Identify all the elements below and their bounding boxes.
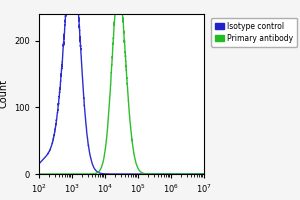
Legend: Isotype control, Primary antibody: Isotype control, Primary antibody <box>211 18 297 47</box>
Y-axis label: Count: Count <box>0 79 9 108</box>
